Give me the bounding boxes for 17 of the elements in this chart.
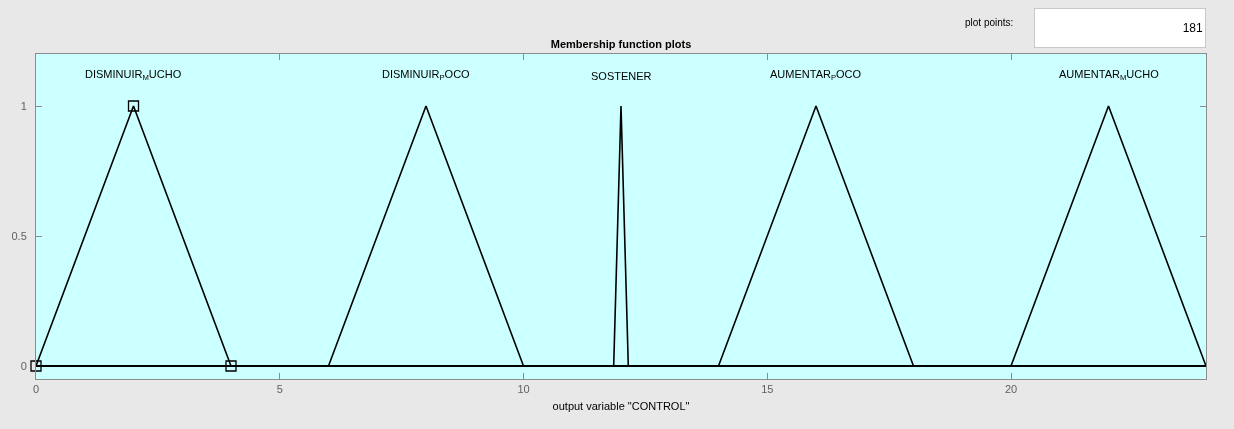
x-tick-label: 5 [276, 383, 283, 396]
y-tick-label: 1 [20, 99, 27, 112]
x-tick-label: 0 [32, 383, 40, 396]
y-tick-label: 0.5 [11, 229, 27, 242]
text: DISMINUIR$_{P}$OCO [382, 68, 471, 83]
text: DISMINUIR$_{M}$UCHO [85, 68, 182, 83]
x-axis-title: output variable "CONTROL" [552, 400, 690, 413]
x-tick-label: 15 [761, 383, 774, 396]
text: SOSTENER [591, 70, 652, 82]
text: 181 [1182, 21, 1203, 35]
text: plot points: [965, 17, 1014, 28]
chart-title: Membership function plots [550, 37, 692, 50]
x-tick-label: 10 [517, 383, 530, 396]
text: AUMENTAR$_{M}$UCHO [1059, 68, 1160, 83]
text: AUMENTAR$_{P}$OCO [770, 68, 862, 83]
x-tick-label: 20 [1004, 383, 1018, 396]
y-tick-label: 0 [20, 359, 27, 372]
